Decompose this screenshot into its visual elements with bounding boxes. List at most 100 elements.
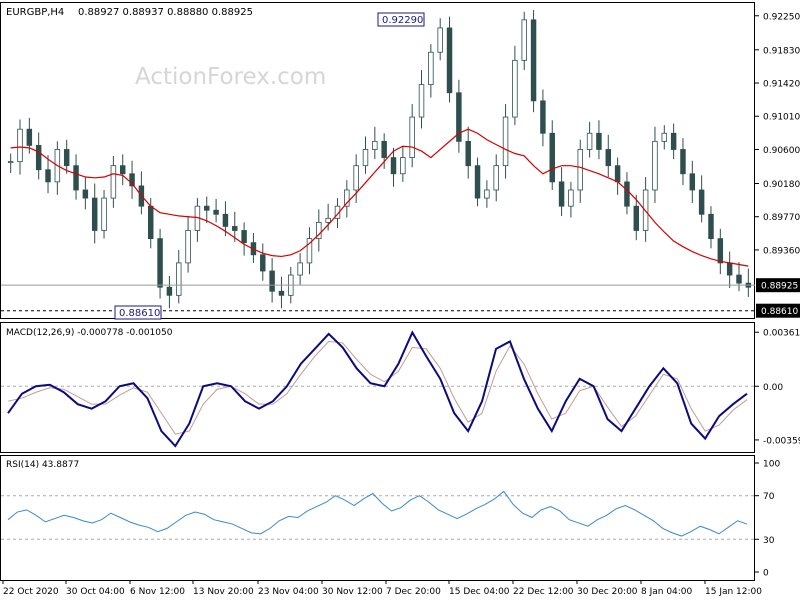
- candle-body: [502, 116, 509, 167]
- candle-body: [129, 173, 135, 187]
- candle-body: [437, 27, 443, 53]
- candle-body: [390, 157, 397, 175]
- candle-body: [344, 189, 350, 207]
- price-tick-label: 0.91420: [763, 80, 800, 90]
- time-tick-label: 23 Nov 04:00: [258, 587, 319, 597]
- candle-body: [549, 132, 555, 183]
- candle-body: [698, 189, 705, 215]
- candle-body: [540, 100, 546, 134]
- candle-body: [278, 290, 285, 296]
- annotation-box: [377, 12, 425, 27]
- macd-panel[interactable]: MACD(12,26,9) -0.000778 -0.001050 0.00361…: [0, 322, 800, 453]
- candle-body: [530, 19, 537, 102]
- price-tick-label: 0.92250: [763, 12, 800, 22]
- rsi-tick-label: 30: [763, 536, 775, 546]
- candle-body: [586, 132, 593, 150]
- candle-body: [269, 270, 275, 292]
- candle-body: [484, 189, 490, 199]
- price-tick-label: 0.91830: [763, 46, 800, 56]
- candle-body: [558, 181, 565, 207]
- rsi-panel-frame: [0, 455, 755, 581]
- candle-body: [708, 213, 714, 239]
- candle-body: [101, 197, 107, 231]
- time-tick-label: 30 Nov 12:00: [322, 587, 383, 597]
- candle-body: [409, 116, 415, 158]
- price-panel[interactable]: 0.92250 0.91830 0.91420 0.91010 0.90600 0.901…: [0, 2, 800, 320]
- candle-body: [306, 238, 313, 264]
- candle-body: [26, 128, 33, 146]
- time-tick-label: 22 Dec 12:00: [513, 587, 574, 597]
- price-tick-label: 0.90600: [763, 146, 800, 156]
- candle-body: [652, 140, 658, 191]
- support-price-tag: [756, 303, 800, 318]
- candle-body: [166, 286, 173, 296]
- candle-body: [465, 140, 471, 167]
- candle-body: [521, 19, 527, 61]
- time-tick-label: 15 Dec 04:00: [449, 587, 510, 597]
- candle-body: [316, 221, 322, 239]
- candle-body: [45, 169, 51, 183]
- current-price-label: 0.88925: [761, 282, 798, 292]
- candle-body: [63, 149, 70, 167]
- rsi-tick-label: 70: [763, 492, 775, 502]
- candle-body: [241, 230, 247, 244]
- candle-body: [362, 149, 369, 167]
- candle-body: [157, 238, 163, 288]
- candle-body: [400, 157, 406, 175]
- candle-body: [353, 165, 359, 191]
- current-price-tag: [756, 278, 800, 293]
- candle-body: [689, 173, 696, 191]
- price-tick-label: 0.89360: [763, 246, 800, 256]
- watermark: ActionForex.com: [135, 64, 326, 90]
- candle-body: [568, 189, 574, 207]
- candle-body: [512, 59, 518, 118]
- candle-body: [717, 238, 724, 264]
- candle-body: [624, 181, 630, 207]
- candle-body: [147, 205, 154, 239]
- support-price-label: 0.88610: [761, 307, 798, 317]
- macd-tick-label: 0.00: [763, 383, 783, 393]
- time-tick-label: 8 Jan 04:00: [641, 587, 693, 597]
- candle-body: [91, 197, 98, 231]
- moving-average-line: [10, 128, 749, 267]
- price-panel-frame: [0, 2, 755, 319]
- candle-body: [35, 145, 42, 171]
- candle-body: [670, 132, 677, 150]
- candle-body: [605, 149, 612, 167]
- rsi-title: RSI(14) 43.8877: [6, 460, 79, 470]
- candle-body: [661, 132, 668, 142]
- annotation-box: [114, 305, 162, 320]
- candle-body: [73, 165, 79, 191]
- candle-body: [7, 161, 14, 164]
- candle-body: [474, 165, 481, 199]
- price-tick-label: 0.90180: [763, 180, 800, 190]
- time-tick-label: 7 Dec 20:00: [386, 587, 441, 597]
- candle-body: [456, 92, 462, 142]
- candle-body: [17, 128, 23, 163]
- annotation-label: 0.92290: [382, 15, 423, 26]
- ohlc-readout: 0.88927 0.88937 0.88880 0.88925: [78, 7, 253, 18]
- annotation-label: 0.88610: [119, 308, 160, 319]
- rsi-tick-label: 0: [763, 569, 769, 579]
- macd-tick-label: 0.003615: [763, 329, 800, 339]
- price-tick-label: 0.91010: [763, 113, 800, 123]
- candle-body: [213, 209, 219, 215]
- candle-body: [381, 140, 387, 158]
- time-axis: 22 Oct 2020 30 Oct 04:00 6 Nov 12:00 13 Nov…: [2, 580, 762, 597]
- rsi-panel[interactable]: RSI(14) 43.8877 100 70 30 0: [0, 455, 781, 581]
- time-tick-label: 15 Jan 12:00: [705, 587, 762, 597]
- candle-body: [418, 84, 425, 118]
- candle-body: [176, 262, 182, 296]
- candle-body: [325, 217, 331, 223]
- candle-body: [428, 51, 434, 86]
- macd-title: MACD(12,26,9) -0.000778 -0.001050: [6, 328, 173, 338]
- candle-body: [680, 149, 686, 175]
- candle-body: [614, 165, 621, 183]
- candle-body: [82, 189, 89, 199]
- macd-tick-label: -0.003592: [763, 436, 800, 446]
- time-tick-label: 6 Nov 12:00: [130, 587, 185, 597]
- candle-body: [446, 27, 453, 94]
- candle-body: [119, 165, 126, 175]
